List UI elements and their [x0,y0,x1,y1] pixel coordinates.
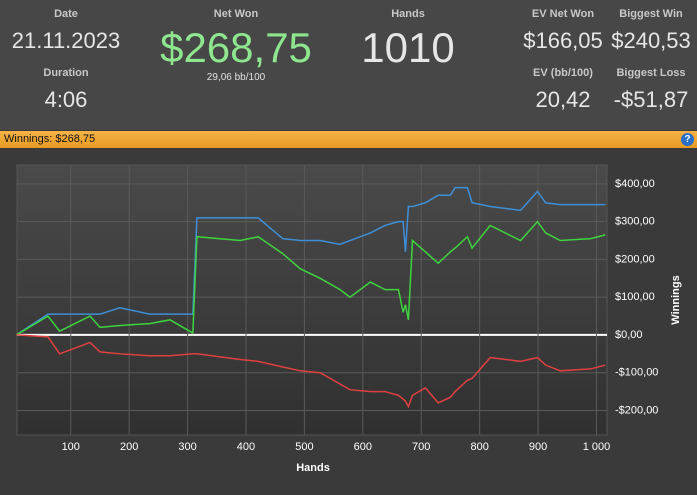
help-button[interactable]: ? [681,133,694,146]
x-tick-label: 700 [412,441,430,453]
y-axis-title: Winnings [670,275,682,324]
x-tick-label: 500 [295,441,313,453]
plot-area [16,164,608,436]
stat-label: EV (bb/100) [533,67,593,79]
stat-label: Biggest Loss [616,67,686,79]
stat-value: 1010 [361,24,455,71]
stat: Hands 1010 [361,8,454,72]
x-tick-label: 600 [354,441,372,453]
x-tick-label: 1 000 [583,441,611,453]
series-line [16,186,606,336]
y-tick-label: $200,00 [615,253,655,265]
stat: EV (bb/100) 20,42 [533,67,593,113]
stat-sub: 29,06 bb/100 [206,72,266,83]
x-tick-label: 300 [178,441,196,453]
stat-value: $166,05 [523,28,603,53]
stat-value: 4:06 [44,87,88,112]
stat-value: 21.11.2023 [11,28,121,53]
stat-label: Date [54,8,78,20]
chart: Hands Winnings $400,00 $300,00 $200,00 $100… [16,164,682,474]
stat: Date 21.11.2023 [12,8,120,54]
stat-value: $268,75 [160,24,312,71]
panel-title: Winnings: $268,75 [4,133,96,145]
stat-label: Biggest Win [619,8,683,20]
stat-label: Hands [391,8,425,20]
series-line [16,220,606,336]
stat-label: EV Net Won [531,8,595,20]
y-tick-label: $400,00 [615,178,655,190]
stat-value: 20,42 [535,87,591,112]
x-tick-label: 800 [470,441,488,453]
stat-value: $240,53 [611,28,691,53]
x-tick-label: 200 [120,441,138,453]
x-tick-label: 100 [62,441,80,453]
x-tick-label: 400 [237,441,255,453]
stat-label: Duration [43,67,89,79]
x-tick-label: 900 [529,441,547,453]
x-axis-title: Hands [296,462,330,474]
y-tick-label: -$100,00 [615,367,658,379]
stat-value: -$51,87 [613,87,689,112]
stat: Biggest Loss -$51,87 [614,67,689,113]
series-line [16,334,606,409]
y-tick-label: -$200,00 [615,404,658,416]
stat: Biggest Win $240,53 [611,8,691,54]
y-tick-label: $0,00 [615,329,643,341]
stat: Duration 4:06 [43,67,88,113]
stats-header: Date 21.11.2023 Net Won $268,75 29,06 bb/10… [0,0,697,130]
stat-label: Net Won [213,8,259,20]
panel-bar: Winnings: $268,75? [0,131,697,148]
y-tick-label: $100,00 [615,291,655,303]
stat: Net Won $268,75 29,06 bb/100 [160,8,312,83]
y-tick-label: $300,00 [615,216,655,228]
stat: EV Net Won $166,05 [523,8,603,54]
